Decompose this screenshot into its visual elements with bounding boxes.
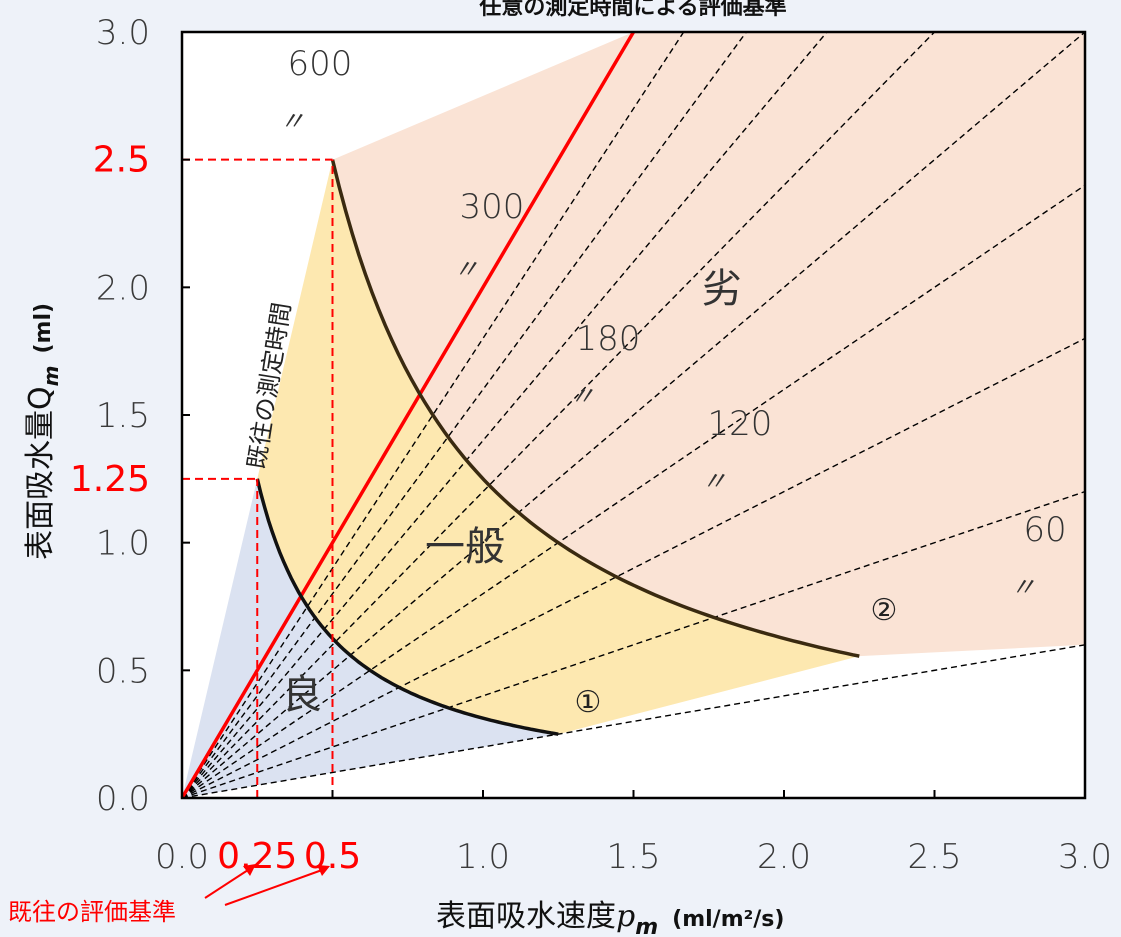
- time-label-120: 120: [708, 404, 773, 444]
- zone-label: 良: [282, 672, 322, 718]
- chart-title: 任意の測定時間による評価基準: [478, 0, 786, 20]
- zone-label: 劣: [702, 266, 742, 312]
- curve-marker: ①: [575, 685, 602, 720]
- x-tick-label: 3.0: [1058, 837, 1112, 877]
- y-tick-label-red: 1.25: [70, 459, 150, 500]
- time-line-180: [181, 337, 1086, 799]
- time-line-300: [181, 31, 1086, 799]
- y-tick-label: 2.0: [96, 268, 150, 308]
- curve-marker: ②: [871, 593, 898, 628]
- time-line-480: [181, 31, 747, 799]
- time-label-600: 600: [288, 44, 353, 84]
- y-tick-label: 1.5: [96, 396, 150, 436]
- x-tick-label: 0.0: [155, 837, 209, 877]
- y-tick-label-red: 2.5: [93, 140, 150, 181]
- time-line-360: [181, 31, 935, 799]
- time-line-420: [181, 31, 828, 799]
- time-label-180: 180: [576, 319, 641, 359]
- callout-existing-criteria: 既往の評価基準: [8, 898, 176, 926]
- x-tick-label: 2.0: [757, 837, 811, 877]
- existing-time-line: [180, 31, 636, 799]
- x-tick-label: 1.0: [456, 837, 510, 877]
- zone-poor-area: [332, 32, 1085, 657]
- zone-general-area: [257, 159, 860, 735]
- boundary-curve-1: [255, 478, 559, 736]
- x-axis-label: 表面吸水速度pm (ml/m²/s): [436, 899, 784, 937]
- ticks-layer: 0.0 1.0 1.5 2.0 2.5 3.0 0.0 0.5 1.0 1.5 2.0 3.0 0.25…: [70, 13, 1112, 877]
- time-label-60: 60: [1023, 510, 1066, 550]
- y-tick-label: 0.0: [96, 779, 150, 819]
- time-label-300: 300: [460, 187, 525, 227]
- callout-arrowhead-2: [317, 865, 330, 876]
- ditto-mark: 〃: [453, 255, 479, 285]
- ditto-mark: 〃: [701, 467, 727, 497]
- time-line-540: [181, 31, 685, 799]
- boundary-curve-2: [330, 159, 860, 658]
- y-tick-label: 0.5: [96, 651, 150, 691]
- lines-layer: [180, 31, 1086, 799]
- x-tick-label-red: 0.25: [217, 836, 297, 877]
- zone-label: 一般: [425, 524, 505, 570]
- x-tick-label: 2.5: [907, 837, 961, 877]
- x-tick-label: 1.5: [606, 837, 660, 877]
- time-line-120: [181, 490, 1086, 799]
- time-line-60: [181, 644, 1086, 799]
- ditto-mark: 〃: [569, 382, 595, 412]
- callout-arrow-1: [204, 869, 249, 899]
- ditto-mark: 〃: [1010, 573, 1036, 603]
- time-line-240: [181, 184, 1086, 799]
- x-tick-label-red: 0.5: [304, 836, 361, 877]
- callout-arrow-2: [224, 869, 323, 906]
- callout-arrowhead-1: [243, 864, 256, 876]
- y-tick-label: 3.0: [96, 13, 150, 53]
- y-axis-label: 表面吸水量Qm(ml): [23, 303, 63, 560]
- y-tick-label: 1.0: [96, 524, 150, 564]
- ditto-mark: 〃: [279, 107, 305, 137]
